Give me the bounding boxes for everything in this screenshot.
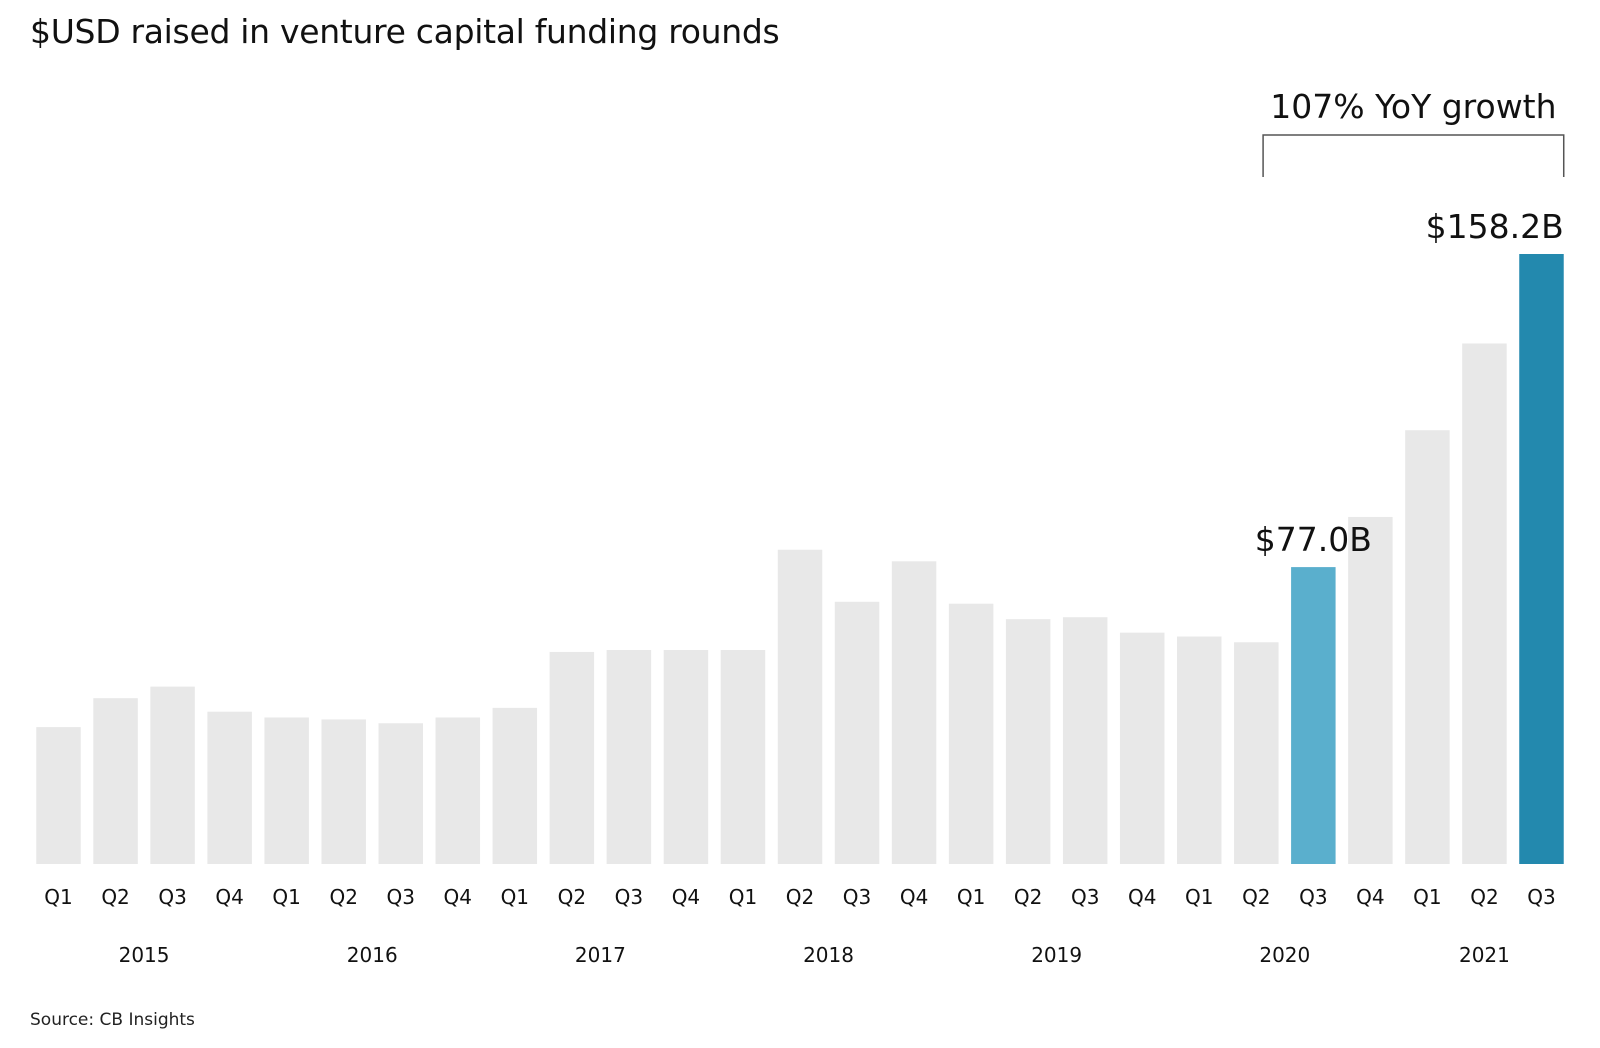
quarter-label-1: Q2 [101,885,129,909]
growth-bracket [1262,134,1565,177]
quarter-label-6: Q3 [387,885,415,909]
bar-8 [492,707,538,864]
quarter-label-14: Q3 [843,885,871,909]
bar-23 [1348,516,1393,864]
source-note: Source: CB Insights [30,1010,195,1030]
quarter-label-13: Q2 [786,885,814,909]
quarter-label-12: Q1 [729,885,757,909]
year-label-2018: 2018 [803,943,854,967]
growth-annotation: 107% YoY growth [1270,87,1556,126]
quarter-label-23: Q4 [1356,885,1384,909]
bar-22 [1291,567,1336,864]
bar-19 [1119,632,1165,864]
bar-10 [606,650,652,864]
quarter-label-10: Q3 [615,885,643,909]
bar-14 [834,601,880,864]
bar-15 [891,561,937,864]
quarter-label-3: Q4 [215,885,243,909]
bar-12 [720,650,766,864]
quarter-label-16: Q1 [957,885,985,909]
bar-4 [264,717,309,864]
quarter-label-0: Q1 [44,885,72,909]
bar-26 [1519,254,1564,864]
value-label-22: $77.0B [1255,520,1372,559]
value-label-26: $158.2B [1426,207,1564,246]
quarter-label-11: Q4 [672,885,700,909]
quarter-label-15: Q4 [900,885,928,909]
bar-24 [1405,430,1450,864]
quarter-label-26: Q3 [1527,885,1555,909]
year-label-2017: 2017 [575,943,626,967]
quarter-label-22: Q3 [1299,885,1327,909]
bar-20 [1177,636,1222,864]
bar-1 [93,698,138,864]
bar-25 [1462,343,1507,865]
bar-3 [207,711,252,864]
bar-2 [150,686,195,864]
quarter-label-4: Q1 [272,885,300,909]
year-label-2015: 2015 [119,943,170,967]
quarter-label-18: Q3 [1071,885,1099,909]
year-label-2021: 2021 [1459,943,1510,967]
quarter-label-2: Q3 [158,885,186,909]
bar-0 [36,727,81,864]
quarter-label-21: Q2 [1242,885,1270,909]
bar-7 [435,717,481,864]
quarter-label-8: Q1 [501,885,529,909]
bar-6 [378,723,423,864]
year-label-2016: 2016 [347,943,398,967]
year-label-2020: 2020 [1259,943,1310,967]
quarter-label-24: Q1 [1413,885,1441,909]
bar-21 [1234,642,1279,864]
bar-5 [321,719,366,864]
quarter-label-20: Q1 [1185,885,1213,909]
bar-9 [549,651,595,864]
quarter-label-5: Q2 [329,885,357,909]
quarter-label-9: Q2 [558,885,586,909]
bar-11 [663,650,709,864]
quarter-label-19: Q4 [1128,885,1156,909]
year-label-2019: 2019 [1031,943,1082,967]
quarter-label-25: Q2 [1470,885,1498,909]
bar-13 [777,549,823,864]
quarter-label-17: Q2 [1014,885,1042,909]
bar-17 [1005,619,1051,864]
chart-title: $USD raised in venture capital funding r… [30,12,780,51]
quarter-label-7: Q4 [444,885,472,909]
bar-16 [948,603,994,864]
bar-18 [1062,617,1108,864]
